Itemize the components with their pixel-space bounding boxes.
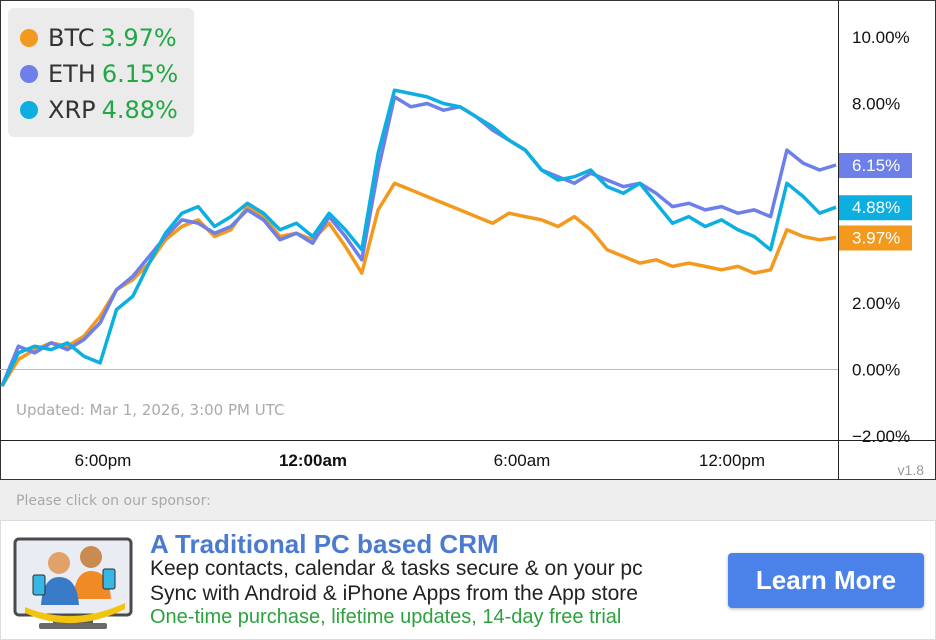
series-line-xrp (0, 88, 837, 387)
y-tick-label: 10.00% (852, 28, 910, 47)
legend-item-eth[interactable]: ETH 6.15% (20, 56, 182, 92)
value-badges: 3.97% 6.15% 4.88% (839, 153, 912, 251)
legend-label-eth: ETH (48, 60, 96, 88)
value-badge-bg (839, 153, 912, 179)
ad-description-line1: Keep contacts, calendar & tasks secure &… (150, 557, 643, 580)
x-tick-labels: 6:00pm 12:00am 6:00am 12:00pm (75, 451, 765, 470)
sponsor-section: Please click on our sponsor: A Tradition… (0, 480, 936, 640)
series-line-eth (0, 95, 837, 387)
value-badge-label: 3.97% (852, 228, 900, 247)
x-tick-label: 12:00am (279, 451, 347, 470)
x-tick-label: 6:00am (494, 451, 551, 470)
y-tick-label: 2.00% (852, 294, 900, 313)
value-badge-eth: 6.15% (839, 153, 912, 179)
x-tick-label: 6:00pm (75, 451, 132, 470)
series-line-btc (0, 181, 837, 388)
value-badge-bg (839, 195, 912, 221)
sponsor-ad[interactable]: A Traditional PC based CRM Keep contacts… (0, 520, 936, 640)
legend-item-xrp[interactable]: XRP 4.88% (20, 92, 182, 128)
value-badge-xrp: 4.88% (839, 195, 912, 221)
legend-change-btc: 3.97% (100, 24, 177, 52)
sponsor-note: Please click on our sponsor: (16, 493, 211, 509)
value-badge-label: 4.88% (852, 198, 900, 217)
legend-item-btc[interactable]: BTC 3.97% (20, 20, 182, 56)
legend: BTC 3.97% ETH 6.15% XRP 4.88% (8, 8, 194, 137)
crm-logo-icon (13, 537, 133, 629)
y-tick-label: 0.00% (852, 361, 900, 380)
series-layer (0, 88, 837, 388)
eth-dot-icon (20, 65, 38, 83)
btc-dot-icon (20, 29, 38, 47)
x-tick-label: 12:00pm (699, 451, 765, 470)
price-chart: 10.00% 8.00% 2.00% 0.00% −2.00% 6:00pm 12:00a… (0, 0, 936, 480)
legend-label-btc: BTC (48, 24, 95, 52)
ad-title[interactable]: A Traditional PC based CRM (150, 529, 499, 559)
version-label: v1.8 (897, 462, 924, 478)
legend-change-eth: 6.15% (101, 60, 179, 88)
learn-more-button[interactable]: Learn More (728, 553, 924, 608)
value-badge-label: 6.15% (852, 156, 900, 175)
value-badge-btc: 3.97% (839, 225, 912, 251)
legend-label-xrp: XRP (48, 96, 96, 124)
ad-description-line2: Sync with Android & iPhone Apps from the… (150, 582, 638, 605)
y-tick-label: 8.00% (852, 95, 900, 114)
value-badge-bg (839, 225, 912, 251)
xrp-dot-icon (20, 101, 38, 119)
y-tick-label: −2.00% (852, 427, 910, 446)
ad-offer-line: One-time purchase, lifetime updates, 14-… (150, 606, 622, 628)
updated-timestamp: Updated: Mar 1, 2026, 3:00 PM UTC (16, 401, 285, 419)
y-tick-labels: 10.00% 8.00% 2.00% 0.00% −2.00% (852, 28, 910, 446)
legend-change-xrp: 4.88% (101, 96, 178, 124)
